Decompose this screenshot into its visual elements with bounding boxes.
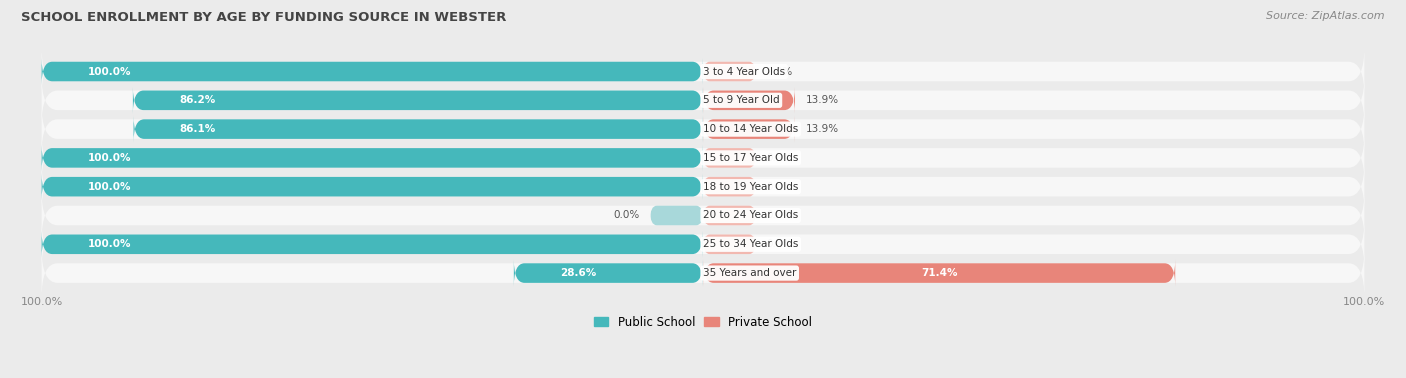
- Text: 0.0%: 0.0%: [766, 239, 793, 249]
- FancyBboxPatch shape: [42, 220, 1364, 269]
- Text: 13.9%: 13.9%: [806, 124, 838, 134]
- Text: 86.1%: 86.1%: [180, 124, 217, 134]
- Text: Source: ZipAtlas.com: Source: ZipAtlas.com: [1267, 11, 1385, 21]
- FancyBboxPatch shape: [42, 248, 1364, 298]
- Text: 0.0%: 0.0%: [766, 153, 793, 163]
- FancyBboxPatch shape: [42, 58, 703, 85]
- Text: 100.0%: 100.0%: [89, 239, 131, 249]
- Text: 25 to 34 Year Olds: 25 to 34 Year Olds: [703, 239, 799, 249]
- Text: 86.2%: 86.2%: [179, 95, 215, 105]
- FancyBboxPatch shape: [703, 260, 1175, 286]
- FancyBboxPatch shape: [42, 191, 1364, 240]
- FancyBboxPatch shape: [42, 162, 1364, 211]
- FancyBboxPatch shape: [703, 87, 794, 113]
- FancyBboxPatch shape: [703, 177, 756, 197]
- Text: 28.6%: 28.6%: [560, 268, 596, 278]
- Text: 3 to 4 Year Olds: 3 to 4 Year Olds: [703, 67, 785, 76]
- FancyBboxPatch shape: [703, 116, 794, 143]
- Text: 0.0%: 0.0%: [766, 67, 793, 76]
- Text: 20 to 24 Year Olds: 20 to 24 Year Olds: [703, 211, 799, 220]
- FancyBboxPatch shape: [703, 148, 756, 168]
- Text: 0.0%: 0.0%: [766, 182, 793, 192]
- FancyBboxPatch shape: [42, 47, 1364, 96]
- Text: 71.4%: 71.4%: [921, 268, 957, 278]
- FancyBboxPatch shape: [42, 104, 1364, 154]
- FancyBboxPatch shape: [42, 231, 703, 257]
- Text: 18 to 19 Year Olds: 18 to 19 Year Olds: [703, 182, 799, 192]
- Text: 13.9%: 13.9%: [806, 95, 838, 105]
- FancyBboxPatch shape: [703, 206, 756, 225]
- FancyBboxPatch shape: [42, 174, 703, 200]
- FancyBboxPatch shape: [134, 116, 703, 143]
- Text: 15 to 17 Year Olds: 15 to 17 Year Olds: [703, 153, 799, 163]
- Text: 0.0%: 0.0%: [613, 211, 640, 220]
- Text: 100.0%: 100.0%: [89, 153, 131, 163]
- FancyBboxPatch shape: [42, 145, 703, 171]
- FancyBboxPatch shape: [513, 260, 703, 286]
- Text: 100.0%: 100.0%: [89, 182, 131, 192]
- Text: 35 Years and over: 35 Years and over: [703, 268, 796, 278]
- FancyBboxPatch shape: [703, 234, 756, 254]
- Legend: Public School, Private School: Public School, Private School: [589, 311, 817, 334]
- FancyBboxPatch shape: [42, 133, 1364, 183]
- Text: 100.0%: 100.0%: [89, 67, 131, 76]
- FancyBboxPatch shape: [42, 76, 1364, 125]
- FancyBboxPatch shape: [703, 62, 756, 81]
- FancyBboxPatch shape: [134, 87, 703, 113]
- Text: 5 to 9 Year Old: 5 to 9 Year Old: [703, 95, 779, 105]
- Text: 10 to 14 Year Olds: 10 to 14 Year Olds: [703, 124, 799, 134]
- FancyBboxPatch shape: [650, 206, 703, 225]
- Text: SCHOOL ENROLLMENT BY AGE BY FUNDING SOURCE IN WEBSTER: SCHOOL ENROLLMENT BY AGE BY FUNDING SOUR…: [21, 11, 506, 24]
- Text: 0.0%: 0.0%: [766, 211, 793, 220]
